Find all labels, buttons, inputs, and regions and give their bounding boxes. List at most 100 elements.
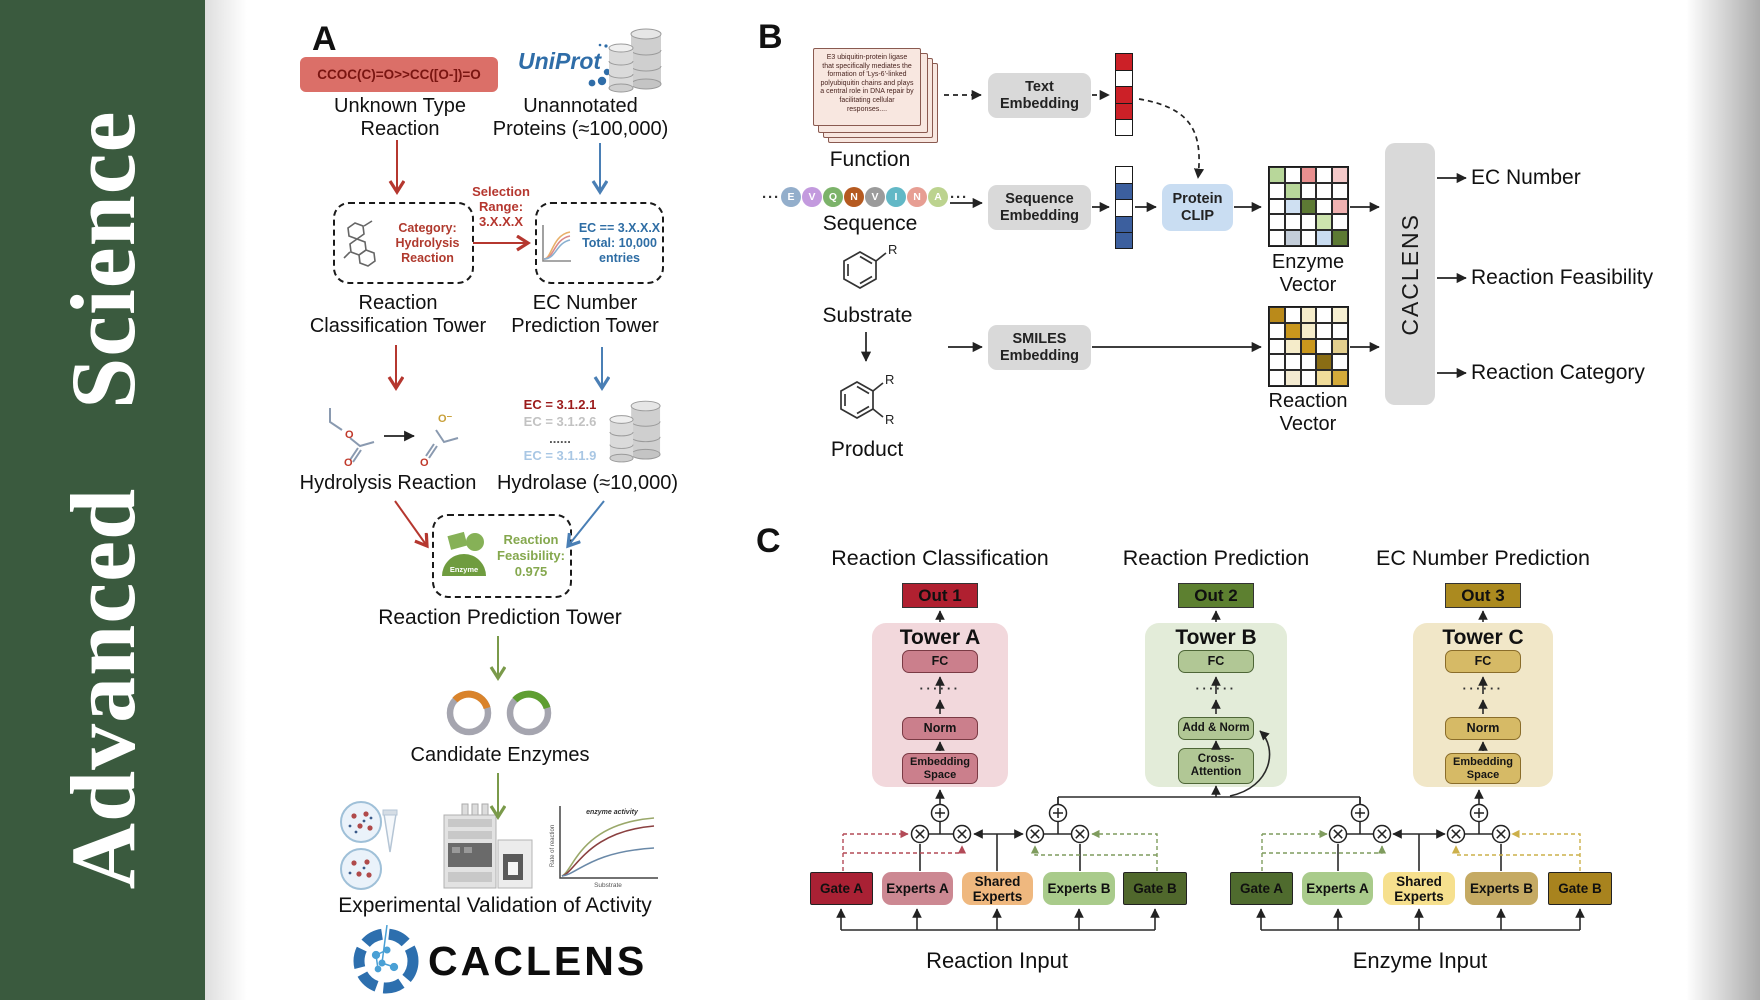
- residue-bead: E: [781, 187, 801, 207]
- cell: [1284, 167, 1301, 183]
- ester-o-atom: O: [345, 429, 354, 441]
- cell: [1284, 182, 1301, 199]
- cell: [1284, 338, 1301, 355]
- reaction-classification-tower-label: Reaction Classification Tower: [293, 292, 503, 338]
- cell: [1300, 230, 1317, 246]
- cell: [1269, 322, 1285, 339]
- feasibility-text: Reaction Feasibility: 0.975: [495, 532, 567, 580]
- cell: [1332, 230, 1348, 246]
- add-nodes: [930, 803, 1489, 823]
- sequence-ellipsis-right: ···: [950, 188, 968, 206]
- moe-left-gate-a: Gate A: [810, 872, 873, 905]
- cell: [1332, 214, 1348, 231]
- column-title-ec-number-prediction: EC Number Prediction: [1376, 546, 1590, 570]
- enzyme-input-label: Enzyme Input: [1352, 948, 1488, 973]
- cell: [1284, 354, 1301, 371]
- function-label: Function: [829, 148, 911, 171]
- panel-a-label: A: [312, 20, 337, 58]
- panel-c-label: C: [756, 522, 781, 560]
- cell: [1332, 354, 1348, 371]
- page-shadow-right: [1686, 0, 1760, 1000]
- database-icon-hydrolase: [609, 400, 661, 463]
- ec-box-line1: EC == 3.X.X.X: [578, 220, 661, 235]
- moe-right-experts-b: Experts B: [1465, 872, 1538, 905]
- cell: [1116, 102, 1132, 119]
- svg-text:O: O: [420, 457, 429, 468]
- cell: [1269, 307, 1285, 323]
- residue-bead: V: [802, 187, 822, 207]
- sequence-embedding-box: Sequence Embedding: [988, 185, 1091, 230]
- tower-b-dots: ······: [1195, 681, 1237, 696]
- cell: [1116, 215, 1132, 232]
- category-line3: Reaction: [401, 250, 454, 265]
- tower-c-dots: ······: [1462, 681, 1504, 696]
- selection-range-label: Selection Range: 3.X.X.X: [465, 184, 537, 229]
- ec-number-prediction-tower-label: EC Number Prediction Tower: [505, 292, 665, 338]
- tower-c-title: Tower C: [1442, 626, 1524, 649]
- substrate-label: Substrate: [822, 304, 913, 327]
- cell: [1284, 198, 1301, 215]
- cell: [1300, 167, 1317, 183]
- selection-line1: Selection: [472, 184, 530, 199]
- tower-c-embedding-space: Embedding Space: [1445, 753, 1521, 784]
- sequence-embedding-vector: [1115, 166, 1133, 249]
- category-line1: Category:: [398, 220, 457, 235]
- cell: [1269, 338, 1285, 355]
- residue-bead: V: [865, 187, 885, 207]
- out3-box: Out 3: [1445, 583, 1521, 608]
- tower-a-fc: FC: [902, 650, 978, 673]
- chart-xlabel: Substrate: [594, 882, 622, 889]
- cell: [1332, 307, 1348, 323]
- enzyme-vector-label: Enzyme Vector: [1271, 251, 1345, 296]
- cell: [1300, 307, 1317, 323]
- cell: [1316, 338, 1333, 355]
- tower-b: Tower B FC ······ Add & Norm Cross-Atten…: [1145, 623, 1287, 787]
- cell: [1316, 307, 1333, 323]
- cell: [1316, 370, 1333, 386]
- cell: [1332, 182, 1348, 199]
- protein-clip-box: Protein CLIP: [1162, 184, 1233, 231]
- moe-right-gate-a: Gate A: [1230, 872, 1293, 905]
- experimental-validation-label: Experimental Validation of Activity: [338, 894, 652, 917]
- output-reaction-feasibility: Reaction Feasibility: [1471, 266, 1654, 289]
- ec-box-line3: entries: [599, 250, 640, 265]
- cell: [1284, 370, 1301, 386]
- unannotated-proteins-label: Unannotated Proteins (≈100,000): [488, 95, 673, 141]
- cell: [1316, 198, 1333, 215]
- column-title-reaction-classification: Reaction Classification: [831, 546, 1049, 570]
- substrate-r-group: R: [888, 242, 897, 257]
- cell: [1269, 370, 1285, 386]
- plasmids-icon: [446, 690, 552, 736]
- sequence-ellipsis-left: ···: [762, 188, 780, 206]
- hydrolase-label: Hydrolase (≈10,000): [496, 472, 679, 494]
- cell: [1116, 199, 1132, 216]
- cell: [1300, 322, 1317, 339]
- cell: [1269, 182, 1285, 199]
- moe-left-gate-b: Gate B: [1123, 872, 1187, 905]
- cell: [1116, 231, 1132, 248]
- ec-candidates-list: EC = 3.1.2.1 EC = 3.1.2.6 ...... EC = 3.…: [520, 396, 600, 464]
- tower2-line1: EC Number: [532, 292, 638, 314]
- feasibility-line2: Feasibility:: [497, 548, 565, 563]
- ec-selection-box: EC == 3.X.X.X Total: 10,000 entries: [535, 202, 664, 284]
- cell: [1300, 198, 1317, 215]
- residue-bead: I: [886, 187, 906, 207]
- unknown-reaction-line1: Unknown Type: [334, 95, 466, 117]
- smiles-reaction-box: CCOC(C)=O>>CC([O-])=O: [300, 57, 498, 92]
- cell: [1316, 322, 1333, 339]
- cell: [1332, 370, 1348, 386]
- cell: [1316, 167, 1333, 183]
- sequence-label: Sequence: [822, 212, 918, 235]
- cell: [1284, 307, 1301, 323]
- cell: [1316, 182, 1333, 199]
- reaction-prediction-tower-label: Reaction Prediction Tower: [378, 606, 622, 629]
- cell: [1284, 230, 1301, 246]
- tower-c-fc: FC: [1445, 650, 1521, 673]
- unannotated-line1: Unannotated: [523, 95, 638, 117]
- journal-title: Advanced Science: [51, 110, 154, 890]
- chart-ylabel: Rate of reaction: [550, 825, 556, 867]
- cell: [1284, 214, 1301, 231]
- reaction-vector-label: Reaction Vector: [1268, 390, 1348, 435]
- cell: [1269, 214, 1285, 231]
